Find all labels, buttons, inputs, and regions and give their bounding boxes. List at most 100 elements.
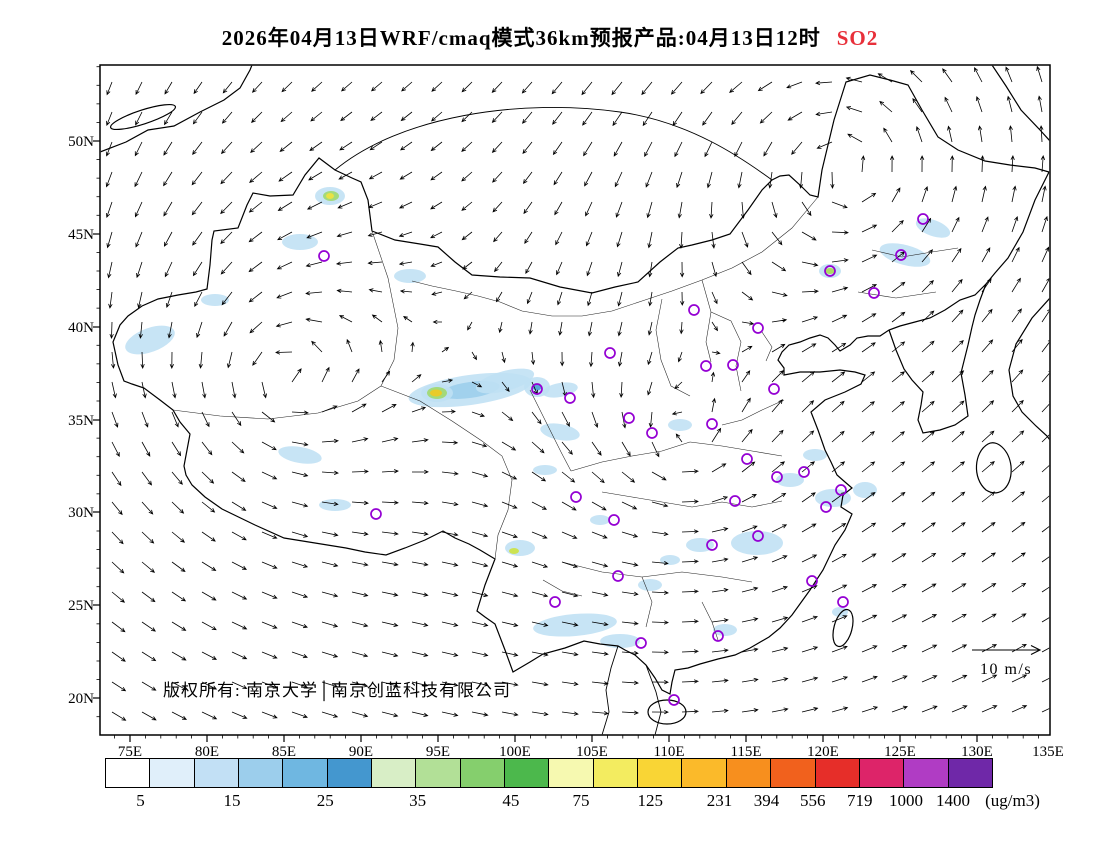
city-marker: [706, 418, 718, 430]
city-marker: [608, 514, 620, 526]
colorbar-cell: [815, 759, 860, 787]
so2-patch: [509, 548, 519, 554]
axis-layer: 50N 45N 40N 35N 30N 25N 20N 75E 80E 85E 90E 95E 100E…: [68, 66, 1064, 760]
colorbar-cell: [106, 759, 151, 787]
wind-vector-layer: [105, 65, 1050, 721]
vietnam-coast: [645, 664, 662, 735]
lon-label: 110E: [653, 744, 684, 760]
colorbar-cell: [150, 759, 195, 787]
colorbar-tick-label: (ug/m3): [985, 791, 1040, 810]
lon-label: 95E: [426, 744, 450, 760]
city-marker: [549, 596, 561, 608]
colorbar-cell: [726, 759, 772, 787]
province-line: [371, 230, 399, 387]
china-outline: [112, 74, 1050, 695]
city-marker: [771, 471, 783, 483]
colorbar-tick-label: 1000: [888, 791, 923, 810]
lon-label: 75E: [118, 744, 142, 760]
colorbar-tick-label: 394: [753, 791, 780, 810]
city-marker: [798, 466, 810, 478]
colorbar-tick-label: 35: [409, 791, 427, 810]
city-marker: [837, 596, 849, 608]
so2-patch: [731, 531, 783, 555]
map-content-layer: [100, 65, 1050, 735]
page-title: 2026年04月13日WRF/cmaq模式36km预报产品:04月13日12时 S…: [0, 22, 1100, 52]
colorbar-labels: 5 15 25 35 45 75 125 231 394 556 719 1000 1400 (ug/m3…: [105, 791, 1040, 813]
city-marker: [623, 412, 635, 424]
colorbar-cell: [194, 759, 240, 787]
city-marker: [752, 322, 764, 334]
lat-label: 25N: [68, 598, 94, 614]
province-line: [641, 576, 653, 628]
so2-patch: [713, 624, 737, 636]
colorbar-cell: [549, 759, 594, 787]
city-marker: [768, 383, 780, 395]
so2-patch: [394, 269, 426, 283]
so2-patch: [832, 607, 848, 617]
so2-patch: [600, 634, 640, 648]
city-marker: [752, 530, 764, 542]
lon-label: 80E: [195, 744, 219, 760]
so2-patch: [825, 268, 835, 274]
colorbar-tick-label: 25: [316, 791, 334, 810]
lon-label: 130E: [961, 744, 993, 760]
city-marker: [646, 427, 658, 439]
so2-patch: [533, 465, 557, 475]
city-marker: [564, 392, 576, 404]
wind-scale-label: 10 m/s: [980, 661, 1032, 678]
colorbar-cell: [372, 759, 417, 787]
province-line: [172, 385, 382, 420]
so2-patch: [282, 234, 318, 250]
so2-patch: [879, 243, 931, 267]
province-line: [542, 579, 583, 597]
lat-label: 30N: [68, 505, 94, 521]
province-line: [710, 311, 742, 392]
so2-patch: [475, 368, 535, 394]
city-marker: [604, 347, 616, 359]
lon-label: 90E: [349, 744, 373, 760]
province-line: [411, 196, 819, 317]
lat-label: 20N: [68, 691, 94, 707]
colorbar-tick-label: 231: [706, 791, 733, 810]
so2-patch: [776, 473, 804, 487]
so2-patch: [803, 449, 827, 461]
colorbar-cell: [460, 759, 506, 787]
lat-label: 45N: [68, 227, 94, 243]
wind-vectors: [105, 65, 1050, 721]
province-line: [689, 441, 783, 457]
colorbar-cell: [682, 759, 727, 787]
province-line: [655, 298, 691, 397]
city-marker: [635, 637, 647, 649]
lon-label: 120E: [807, 744, 839, 760]
so2-patch: [540, 423, 580, 441]
lon-label: 105E: [576, 744, 608, 760]
city-marker: [824, 265, 836, 277]
kyushu-island: [975, 442, 1012, 494]
colorbar-tick-label: 75: [572, 791, 590, 810]
wind-scale-arrow: [972, 645, 1042, 655]
so2-patch: [590, 515, 610, 525]
so2-patch: [668, 419, 692, 431]
city-marker: [729, 495, 741, 507]
so2-patch: [686, 538, 714, 552]
city-marker: [917, 213, 929, 225]
so2-patch: [278, 446, 322, 464]
so2-patch: [853, 482, 877, 498]
province-line: [380, 385, 513, 560]
province-line: [701, 279, 712, 363]
kazakh-border: [100, 65, 253, 153]
korea-coastline: [888, 283, 987, 434]
lake-balkhash: [109, 103, 177, 131]
lat-label: 35N: [68, 413, 94, 429]
city-marker: [570, 491, 582, 503]
city-marker: [668, 694, 680, 706]
colorbar-cell: [505, 759, 550, 787]
colorbar-cell: [327, 759, 373, 787]
colorbar-tick-label: 719: [847, 791, 873, 810]
city-marker: [706, 539, 718, 551]
city-marker: [835, 484, 847, 496]
lat-label: 40N: [68, 320, 94, 336]
province-line: [871, 247, 959, 258]
